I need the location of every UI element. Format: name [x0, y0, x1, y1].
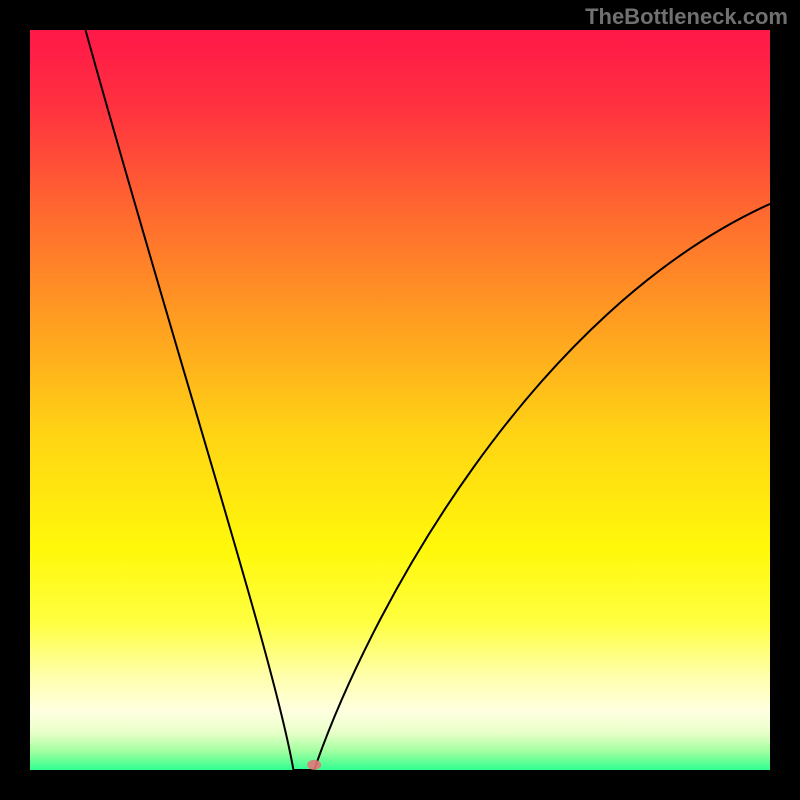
- plot-area: [30, 30, 770, 770]
- minimum-marker: [307, 760, 321, 770]
- watermark-text: TheBottleneck.com: [585, 4, 788, 30]
- chart-container: TheBottleneck.com: [0, 0, 800, 800]
- chart-svg: [30, 30, 770, 770]
- gradient-background: [30, 30, 770, 770]
